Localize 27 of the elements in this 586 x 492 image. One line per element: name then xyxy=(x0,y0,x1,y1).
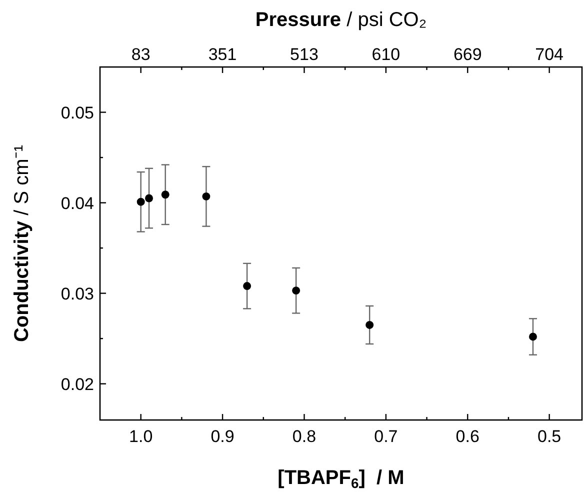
text: 351 xyxy=(208,45,237,64)
point xyxy=(528,332,537,341)
x-tick-label: 0.7 xyxy=(374,427,398,446)
text: 610 xyxy=(372,45,400,64)
y-tick-label: 0.04 xyxy=(60,194,94,213)
y-tick-label: 0.02 xyxy=(60,374,94,394)
text: 83 xyxy=(131,45,150,64)
text: 704 xyxy=(535,45,564,64)
point xyxy=(202,192,210,200)
text: 513 xyxy=(290,45,318,64)
x-axis-title: [TBAPF$_{6}$] / M xyxy=(278,467,404,490)
point xyxy=(366,320,374,329)
x-tick-label: 0.5 xyxy=(538,427,562,446)
y-tick-label: 0.03 xyxy=(60,284,94,304)
x-tick-label: 0.6 xyxy=(456,427,480,446)
y-tick-label: 0.05 xyxy=(60,103,94,122)
point xyxy=(243,282,252,290)
point xyxy=(145,194,154,202)
point xyxy=(136,198,145,206)
point xyxy=(292,286,300,295)
y-axis-title: Conductivity / S cm⁻¹ xyxy=(11,144,33,342)
x-tick-label: 0.9 xyxy=(210,427,234,446)
point xyxy=(161,190,170,199)
x2-axis-title: Pressure / psi CO₂ xyxy=(255,9,427,31)
text: 669 xyxy=(453,45,482,64)
x-tick-label: 0.8 xyxy=(292,427,316,446)
x-tick-label: 1.0 xyxy=(129,427,153,446)
